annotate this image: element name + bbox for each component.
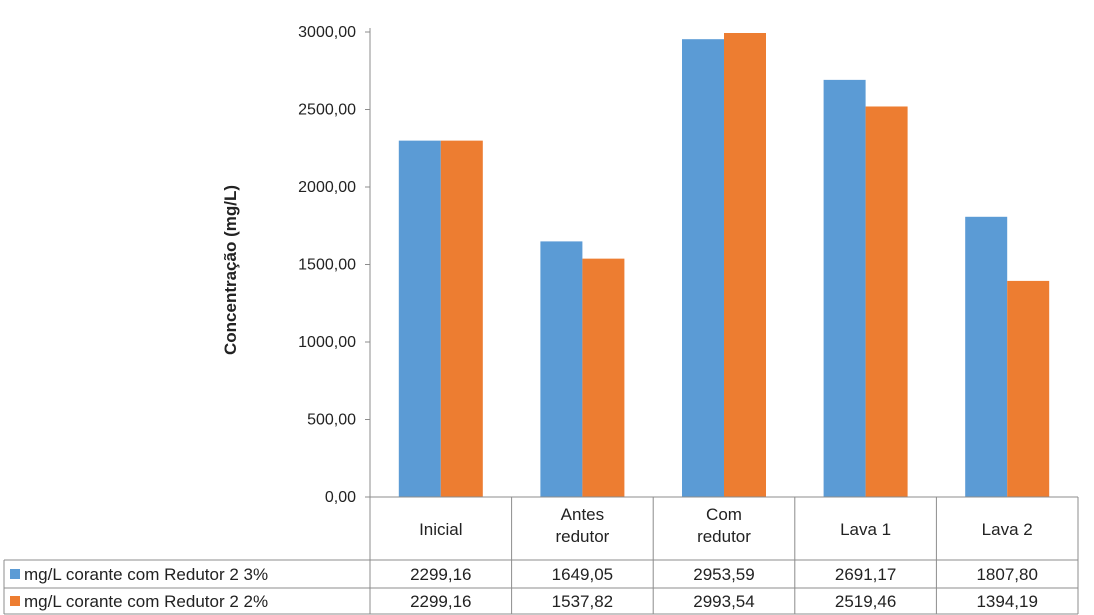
category-label: Lava 2 [982, 520, 1033, 539]
table-value-1-2: 1649,05 [552, 565, 613, 584]
bar-2-4 [865, 106, 908, 497]
bar-2-3 [724, 33, 766, 497]
bar-1-2 [540, 241, 583, 497]
category-label: Inicial [419, 520, 462, 539]
bar-2-2 [582, 258, 625, 497]
data-table: Inicial Antes redutor Com redutor Lava 1 Lava … [3, 496, 1079, 615]
bar-2-1 [440, 140, 483, 498]
y-tick-label: 500,00 [307, 412, 356, 429]
category-label: Lava 1 [840, 520, 891, 539]
y-tick-label: 0,00 [325, 489, 356, 506]
y-axis: 0,00 500,00 1000,00 1500,00 2000,00 2500,00 30… [298, 24, 371, 506]
category-label-line: redutor [697, 527, 751, 546]
y-tick-label: 2500,00 [298, 102, 356, 119]
bar-1-5 [965, 216, 1008, 497]
table-value-1-1: 2299,16 [410, 565, 471, 584]
table-value-2-2: 1537,82 [552, 592, 613, 611]
bars [398, 33, 1050, 498]
table-value-1-5: 1807,80 [976, 565, 1037, 584]
table-value-2-3: 2993,54 [693, 592, 754, 611]
category-label: Com redutor [697, 505, 751, 546]
category-label: Antes redutor [555, 505, 609, 546]
bar-1-4 [823, 79, 866, 497]
y-axis-title: Concentração (mg/L) [221, 185, 240, 355]
category-label-line: redutor [555, 527, 609, 546]
category-label-line: Antes [561, 505, 604, 524]
legend-label-1: mg/L corante com Redutor 2 3% [24, 565, 268, 584]
category-label-line: Com [706, 505, 742, 524]
y-tick-label: 1000,00 [298, 334, 356, 351]
table-value-2-4: 2519,46 [835, 592, 896, 611]
bar-1-3 [682, 39, 724, 498]
bar-2-5 [1007, 280, 1050, 497]
legend-label-2: mg/L corante com Redutor 2 2% [24, 592, 268, 611]
y-tick-label: 2000,00 [298, 179, 356, 196]
legend-swatch-1 [10, 569, 20, 579]
table-value-1-3: 2953,59 [693, 565, 754, 584]
y-tick-label: 1500,00 [298, 257, 356, 274]
y-tick-label: 3000,00 [298, 24, 356, 41]
bar-1-1 [398, 140, 441, 498]
table-value-1-4: 2691,17 [835, 565, 896, 584]
table-value-2-5: 1394,19 [976, 592, 1037, 611]
table-value-2-1: 2299,16 [410, 592, 471, 611]
legend-swatch-2 [10, 596, 20, 606]
